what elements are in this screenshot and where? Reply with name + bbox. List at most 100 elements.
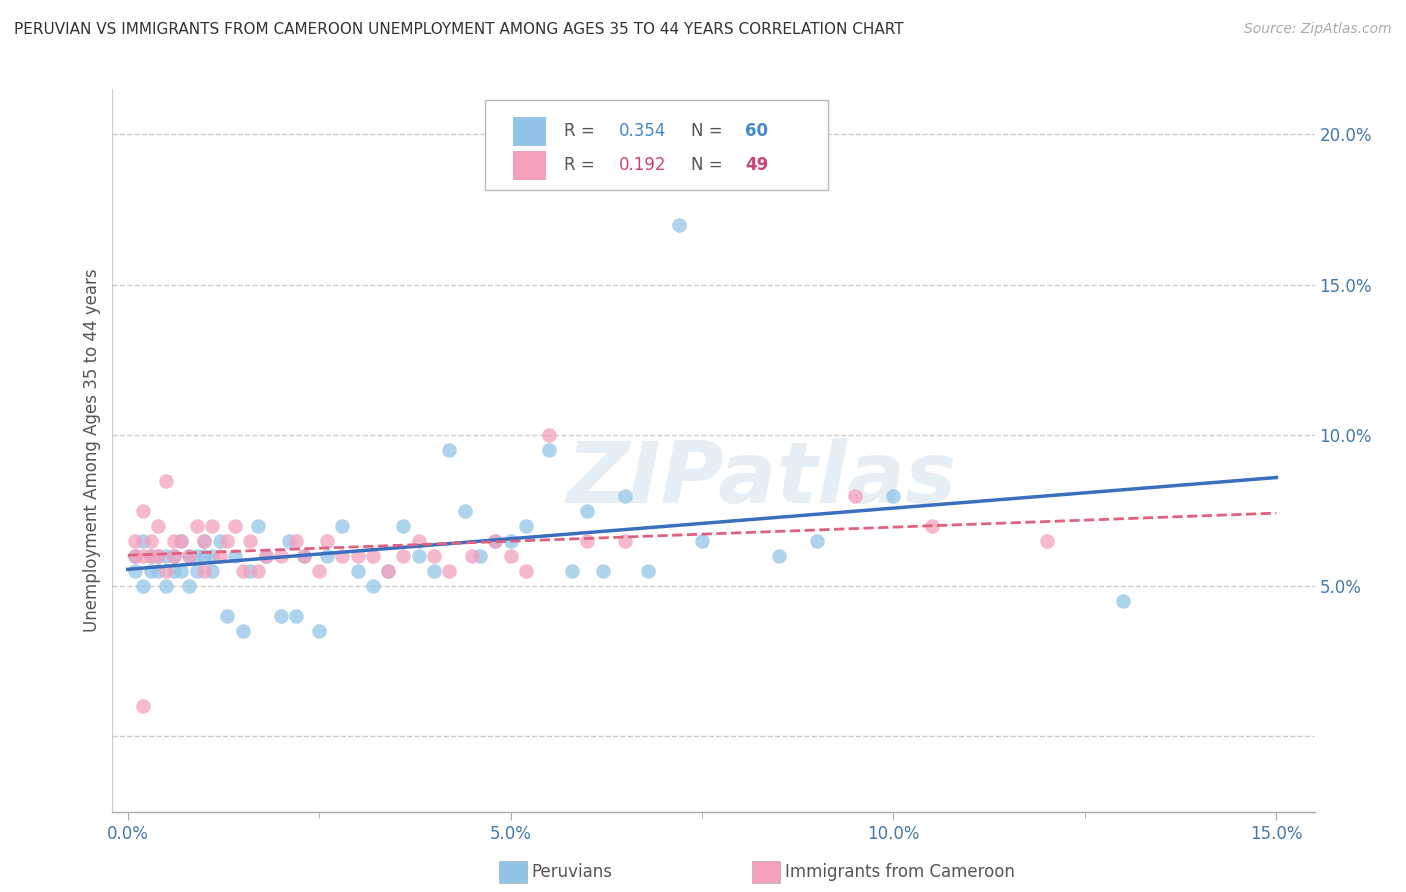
Text: 60: 60 bbox=[745, 122, 768, 140]
Point bbox=[139, 564, 162, 578]
Point bbox=[537, 428, 560, 442]
Point bbox=[423, 564, 446, 578]
Point bbox=[921, 518, 943, 533]
Point bbox=[614, 533, 637, 548]
Text: N =: N = bbox=[690, 122, 727, 140]
Point bbox=[377, 564, 399, 578]
Point bbox=[392, 518, 415, 533]
Point bbox=[270, 609, 292, 624]
Point bbox=[844, 489, 866, 503]
Point bbox=[155, 549, 177, 563]
Point bbox=[163, 533, 186, 548]
Point bbox=[690, 533, 713, 548]
Point bbox=[148, 549, 170, 563]
Point bbox=[139, 533, 162, 548]
Text: R =: R = bbox=[564, 156, 600, 174]
Point bbox=[408, 549, 430, 563]
Point bbox=[515, 518, 537, 533]
Point bbox=[155, 579, 177, 593]
Point bbox=[132, 503, 155, 517]
Point bbox=[246, 564, 269, 578]
Point bbox=[484, 533, 506, 548]
Text: Peruvians: Peruvians bbox=[531, 863, 613, 881]
Point bbox=[139, 549, 162, 563]
Point bbox=[163, 549, 186, 563]
Point bbox=[193, 564, 215, 578]
Point bbox=[439, 564, 461, 578]
Text: Immigrants from Cameroon: Immigrants from Cameroon bbox=[785, 863, 1014, 881]
Point bbox=[224, 549, 246, 563]
Point bbox=[177, 549, 200, 563]
Point bbox=[439, 443, 461, 458]
Point bbox=[201, 518, 224, 533]
Text: 49: 49 bbox=[745, 156, 768, 174]
Point bbox=[148, 549, 170, 563]
Text: PERUVIAN VS IMMIGRANTS FROM CAMEROON UNEMPLOYMENT AMONG AGES 35 TO 44 YEARS CORR: PERUVIAN VS IMMIGRANTS FROM CAMEROON UNE… bbox=[14, 22, 904, 37]
Point bbox=[292, 549, 315, 563]
Point bbox=[177, 549, 200, 563]
Point bbox=[186, 549, 208, 563]
Point bbox=[361, 579, 384, 593]
Point bbox=[201, 549, 224, 563]
Point bbox=[208, 549, 231, 563]
Point bbox=[186, 564, 208, 578]
Point bbox=[285, 609, 308, 624]
Point bbox=[346, 564, 368, 578]
Point bbox=[155, 474, 177, 488]
Point bbox=[499, 549, 522, 563]
Point bbox=[515, 564, 537, 578]
Point bbox=[232, 564, 254, 578]
Point bbox=[315, 533, 337, 548]
Point bbox=[576, 533, 599, 548]
Point bbox=[132, 579, 155, 593]
Point bbox=[132, 533, 155, 548]
Point bbox=[155, 564, 177, 578]
Point bbox=[1035, 533, 1057, 548]
Point bbox=[254, 549, 277, 563]
Point bbox=[408, 533, 430, 548]
Text: ZIPatlas: ZIPatlas bbox=[567, 438, 956, 521]
Point bbox=[170, 533, 193, 548]
Point bbox=[315, 549, 337, 563]
Point bbox=[224, 518, 246, 533]
Text: R =: R = bbox=[564, 122, 600, 140]
Point bbox=[768, 549, 790, 563]
Point bbox=[177, 579, 200, 593]
Point bbox=[461, 549, 484, 563]
Y-axis label: Unemployment Among Ages 35 to 44 years: Unemployment Among Ages 35 to 44 years bbox=[83, 268, 101, 632]
Point bbox=[193, 549, 215, 563]
Point bbox=[208, 533, 231, 548]
Point bbox=[285, 533, 308, 548]
Text: N =: N = bbox=[690, 156, 727, 174]
Point bbox=[232, 624, 254, 639]
Point bbox=[668, 218, 690, 232]
Point bbox=[132, 699, 155, 714]
Point bbox=[239, 533, 262, 548]
Point bbox=[148, 564, 170, 578]
Point bbox=[330, 518, 353, 533]
Point bbox=[217, 533, 239, 548]
Point bbox=[170, 533, 193, 548]
Point bbox=[246, 518, 269, 533]
Point bbox=[330, 549, 353, 563]
Point bbox=[361, 549, 384, 563]
Point bbox=[132, 549, 155, 563]
Text: 0.354: 0.354 bbox=[619, 122, 666, 140]
Point bbox=[806, 533, 828, 548]
Point bbox=[139, 549, 162, 563]
Point bbox=[170, 564, 193, 578]
Point bbox=[239, 564, 262, 578]
Point bbox=[277, 533, 299, 548]
Bar bbox=[513, 151, 547, 179]
Point bbox=[201, 564, 224, 578]
Point bbox=[537, 443, 560, 458]
Point bbox=[193, 533, 215, 548]
Point bbox=[1112, 594, 1135, 608]
Point bbox=[163, 549, 186, 563]
Point bbox=[377, 564, 399, 578]
Point bbox=[882, 489, 904, 503]
Point bbox=[637, 564, 659, 578]
Point bbox=[124, 549, 146, 563]
Text: 0.192: 0.192 bbox=[619, 156, 666, 174]
Point bbox=[346, 549, 368, 563]
